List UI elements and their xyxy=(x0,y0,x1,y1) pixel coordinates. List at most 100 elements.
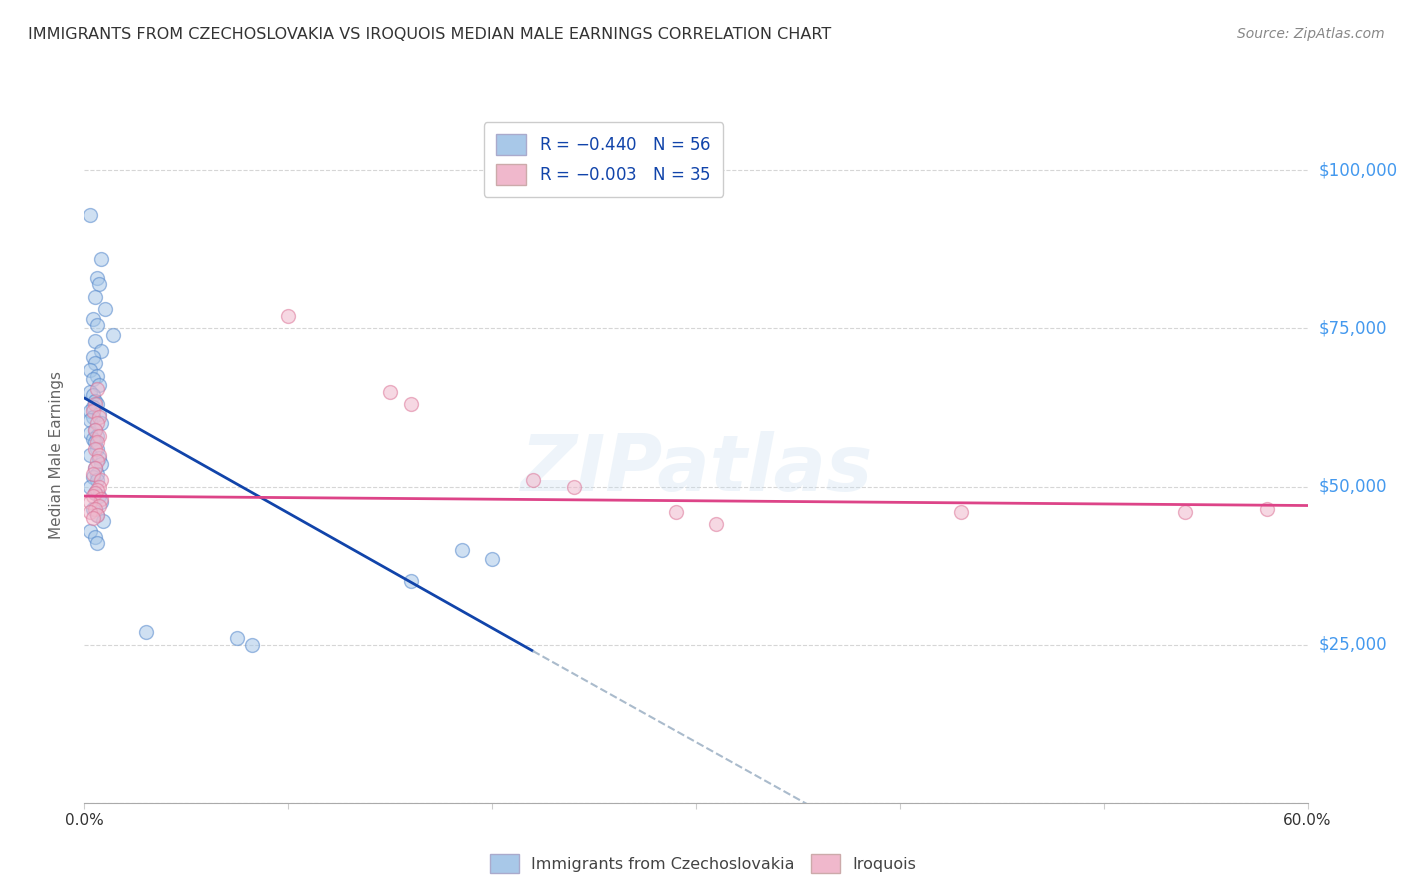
Point xyxy=(83,356,105,370)
Point xyxy=(82,511,104,525)
Text: ZIPatlas: ZIPatlas xyxy=(520,431,872,507)
Point xyxy=(86,442,108,456)
Text: IMMIGRANTS FROM CZECHOSLOVAKIA VS IROQUOIS MEDIAN MALE EARNINGS CORRELATION CHAR: IMMIGRANTS FROM CZECHOSLOVAKIA VS IROQUO… xyxy=(28,27,831,42)
Point xyxy=(93,302,115,317)
Point xyxy=(1256,501,1278,516)
Point xyxy=(90,252,112,266)
Point xyxy=(450,542,472,557)
Point xyxy=(90,473,112,487)
Point xyxy=(79,505,101,519)
Point xyxy=(87,448,110,462)
Point xyxy=(82,350,104,364)
Point xyxy=(83,486,105,500)
Point xyxy=(83,423,105,437)
Point xyxy=(240,638,263,652)
Point xyxy=(83,460,105,475)
Point xyxy=(87,407,110,421)
Point xyxy=(82,467,104,481)
Point xyxy=(82,403,104,417)
Text: $25,000: $25,000 xyxy=(1319,636,1388,654)
Point xyxy=(79,524,101,538)
Point xyxy=(82,388,104,402)
Point xyxy=(83,460,105,475)
Point xyxy=(87,479,110,493)
Point xyxy=(87,499,110,513)
Point xyxy=(86,483,108,497)
Point xyxy=(101,327,124,342)
Text: $100,000: $100,000 xyxy=(1319,161,1398,179)
Point xyxy=(86,473,108,487)
Y-axis label: Median Male Earnings: Median Male Earnings xyxy=(49,371,63,539)
Point xyxy=(87,378,110,392)
Point xyxy=(86,397,108,411)
Point xyxy=(79,384,101,399)
Point xyxy=(86,536,108,550)
Legend: Immigrants from Czechoslovakia, Iroquois: Immigrants from Czechoslovakia, Iroquois xyxy=(484,847,922,880)
Point xyxy=(79,403,101,417)
Point xyxy=(79,362,101,376)
Point xyxy=(86,454,108,468)
Point xyxy=(704,517,728,532)
Point xyxy=(83,290,105,304)
Point xyxy=(79,479,101,493)
Text: $50,000: $50,000 xyxy=(1319,477,1388,496)
Point xyxy=(90,417,112,431)
Point xyxy=(82,312,104,326)
Text: Source: ZipAtlas.com: Source: ZipAtlas.com xyxy=(1237,27,1385,41)
Point xyxy=(87,429,110,443)
Point xyxy=(83,334,105,348)
Point xyxy=(82,470,104,484)
Point xyxy=(87,277,110,292)
Point xyxy=(91,514,114,528)
Point xyxy=(79,208,101,222)
Point xyxy=(83,530,105,544)
Point xyxy=(562,479,585,493)
Point xyxy=(86,435,108,450)
Point xyxy=(86,429,108,443)
Point xyxy=(86,318,108,333)
Point xyxy=(83,394,105,409)
Point xyxy=(86,382,108,396)
Point xyxy=(82,432,104,446)
Point xyxy=(90,343,112,358)
Point xyxy=(86,417,108,431)
Point xyxy=(86,270,108,285)
Point xyxy=(90,492,112,507)
Point xyxy=(226,632,249,646)
Point xyxy=(399,397,422,411)
Point xyxy=(83,435,105,450)
Point xyxy=(664,505,686,519)
Point xyxy=(135,625,157,640)
Point xyxy=(82,401,104,415)
Point xyxy=(83,397,105,411)
Point xyxy=(1174,505,1197,519)
Point xyxy=(79,495,101,509)
Point xyxy=(83,442,105,456)
Point xyxy=(522,473,544,487)
Text: $75,000: $75,000 xyxy=(1319,319,1388,337)
Point xyxy=(79,448,101,462)
Point xyxy=(83,486,105,500)
Point xyxy=(86,508,108,522)
Point xyxy=(82,409,104,424)
Point xyxy=(277,309,299,323)
Point xyxy=(83,423,105,437)
Point xyxy=(399,574,422,589)
Point xyxy=(79,425,101,440)
Point xyxy=(82,489,104,503)
Point xyxy=(82,372,104,386)
Point xyxy=(86,467,108,481)
Point xyxy=(87,489,110,503)
Point xyxy=(481,552,503,566)
Point xyxy=(90,495,112,509)
Point xyxy=(87,451,110,466)
Point xyxy=(82,501,104,516)
Point xyxy=(79,413,101,427)
Point xyxy=(380,384,402,399)
Legend: R = $-$0.440   N = 56, R = $-$0.003   N = 35: R = $-$0.440 N = 56, R = $-$0.003 N = 35 xyxy=(484,122,723,197)
Point xyxy=(83,501,105,516)
Point xyxy=(87,409,110,424)
Point xyxy=(86,508,108,522)
Point xyxy=(86,368,108,383)
Point xyxy=(950,505,973,519)
